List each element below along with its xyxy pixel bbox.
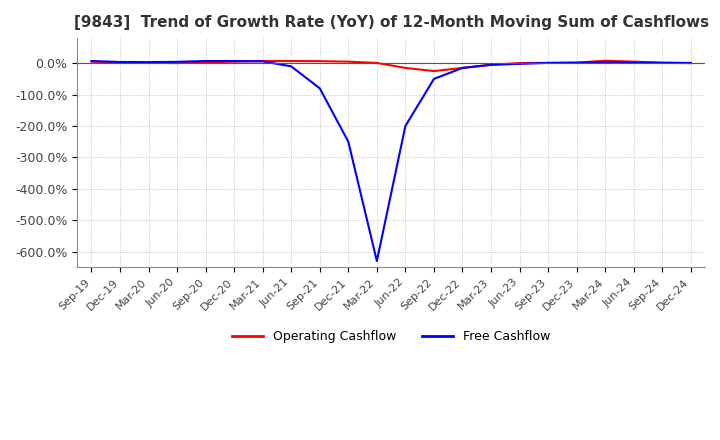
Operating Cashflow — [116, 60, 125, 65]
Operating Cashflow — [344, 59, 353, 64]
Free Cashflow — [458, 65, 467, 70]
Free Cashflow — [173, 59, 181, 64]
Free Cashflow — [258, 59, 267, 64]
Operating Cashflow — [87, 59, 96, 64]
Free Cashflow — [572, 60, 581, 66]
Title: [9843]  Trend of Growth Rate (YoY) of 12-Month Moving Sum of Cashflows: [9843] Trend of Growth Rate (YoY) of 12-… — [73, 15, 708, 30]
Free Cashflow — [372, 258, 381, 264]
Operating Cashflow — [572, 60, 581, 65]
Free Cashflow — [600, 60, 609, 65]
Free Cashflow — [401, 123, 410, 128]
Operating Cashflow — [430, 69, 438, 74]
Free Cashflow — [315, 86, 324, 91]
Free Cashflow — [658, 60, 667, 66]
Free Cashflow — [344, 139, 353, 144]
Free Cashflow — [430, 76, 438, 81]
Operating Cashflow — [315, 59, 324, 64]
Operating Cashflow — [487, 62, 495, 67]
Free Cashflow — [629, 60, 638, 65]
Legend: Operating Cashflow, Free Cashflow: Operating Cashflow, Free Cashflow — [227, 325, 555, 348]
Free Cashflow — [487, 62, 495, 67]
Line: Free Cashflow: Free Cashflow — [91, 61, 690, 261]
Free Cashflow — [686, 60, 695, 66]
Operating Cashflow — [372, 60, 381, 66]
Free Cashflow — [116, 59, 125, 65]
Operating Cashflow — [458, 65, 467, 70]
Free Cashflow — [544, 60, 552, 66]
Operating Cashflow — [202, 60, 210, 65]
Operating Cashflow — [230, 59, 238, 64]
Operating Cashflow — [544, 60, 552, 66]
Operating Cashflow — [600, 58, 609, 63]
Operating Cashflow — [629, 59, 638, 64]
Free Cashflow — [87, 59, 96, 64]
Free Cashflow — [516, 61, 524, 66]
Free Cashflow — [287, 64, 295, 69]
Operating Cashflow — [144, 60, 153, 66]
Operating Cashflow — [516, 60, 524, 66]
Free Cashflow — [230, 59, 238, 64]
Operating Cashflow — [401, 65, 410, 70]
Line: Operating Cashflow: Operating Cashflow — [91, 61, 690, 71]
Free Cashflow — [202, 59, 210, 64]
Operating Cashflow — [658, 60, 667, 65]
Operating Cashflow — [686, 60, 695, 66]
Operating Cashflow — [287, 59, 295, 64]
Operating Cashflow — [173, 60, 181, 66]
Operating Cashflow — [258, 59, 267, 64]
Free Cashflow — [144, 59, 153, 65]
